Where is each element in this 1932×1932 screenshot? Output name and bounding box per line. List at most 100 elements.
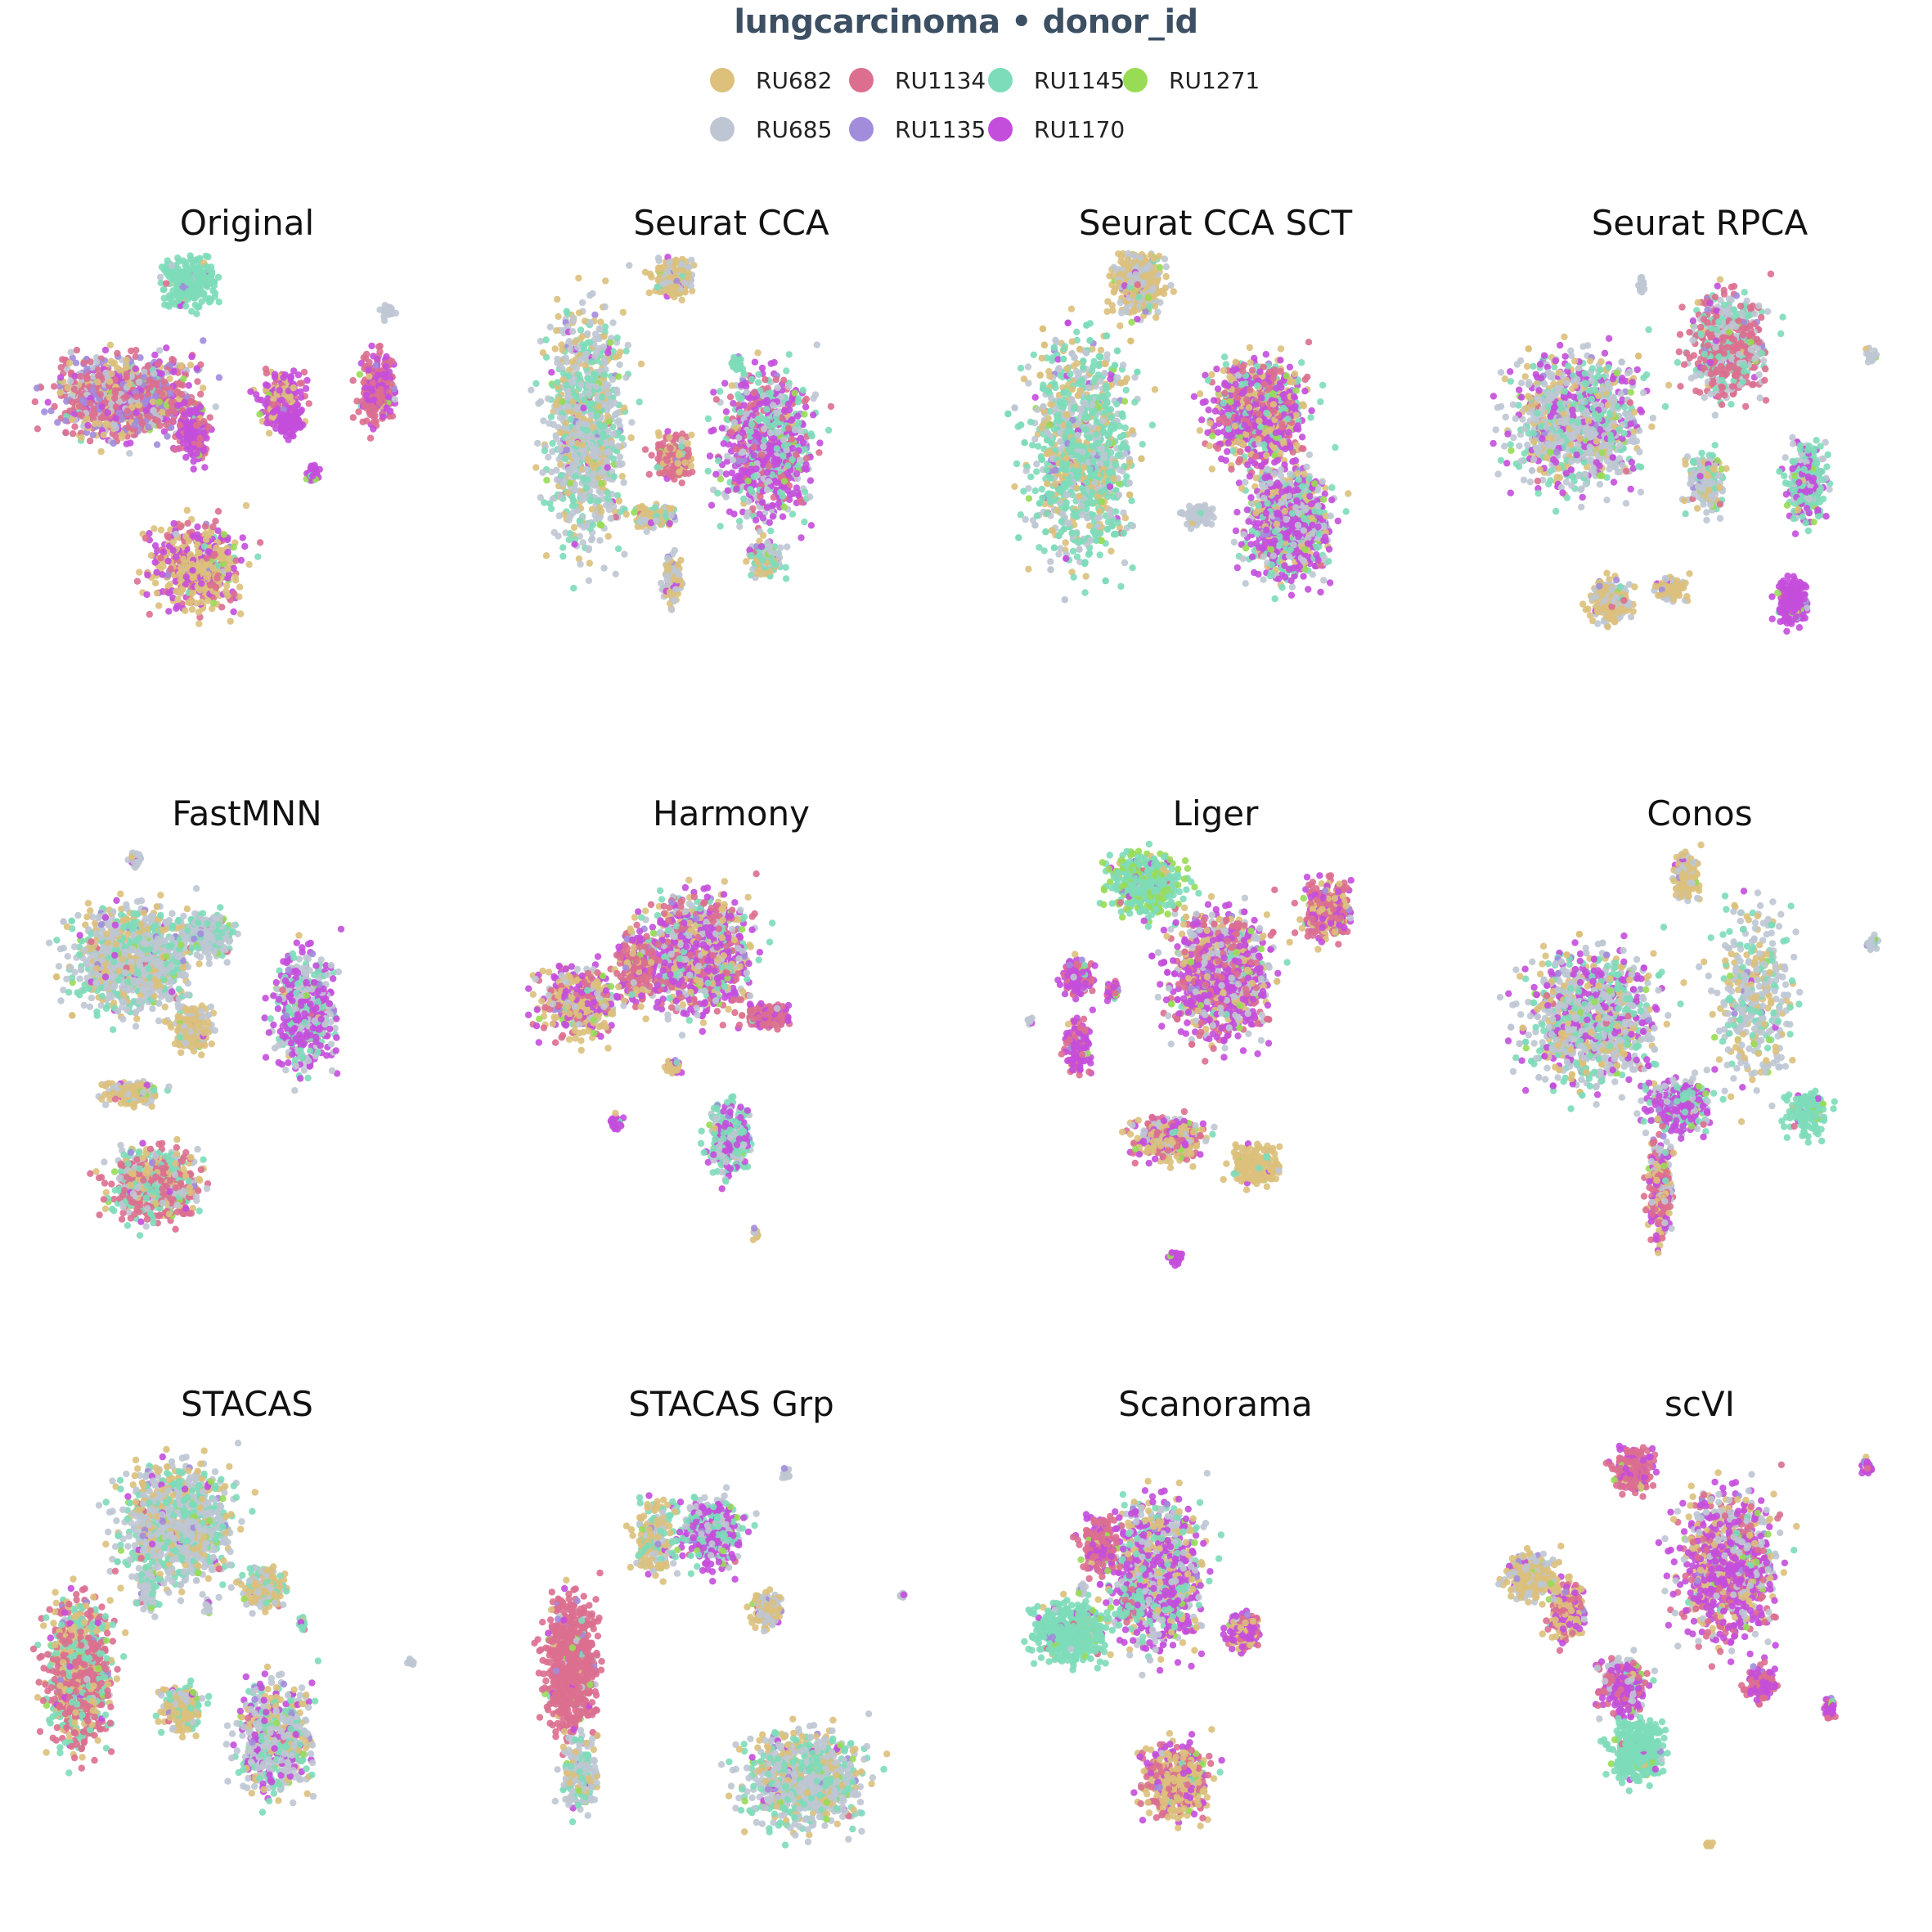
cell-point	[596, 504, 604, 511]
cell-point	[729, 456, 737, 464]
cell-point	[143, 591, 151, 599]
cell-point	[218, 604, 226, 611]
cell-point	[793, 451, 800, 459]
cell-point	[641, 446, 649, 453]
cell-point	[767, 389, 775, 397]
cell-point	[733, 446, 740, 453]
cell-point	[758, 499, 766, 506]
cell-point	[564, 489, 572, 496]
cell-point	[672, 283, 681, 290]
cell-point	[174, 595, 182, 604]
cell-point	[114, 349, 121, 357]
cell-point	[198, 580, 205, 587]
cell-point	[144, 571, 151, 579]
cell-point	[166, 389, 174, 398]
cell-point	[780, 483, 788, 491]
cell-point	[89, 387, 97, 394]
cell-point	[581, 433, 588, 440]
cell-point	[728, 429, 735, 436]
cell-point	[553, 435, 560, 443]
cell-point	[591, 353, 599, 360]
cell-point	[111, 394, 119, 402]
cell-point	[123, 357, 130, 364]
cell-point	[548, 369, 555, 376]
cell-point	[788, 435, 796, 443]
cell-point	[154, 417, 161, 425]
cell-point	[100, 431, 107, 438]
cell-point	[593, 411, 601, 419]
cell-point	[706, 452, 714, 460]
cell-point	[144, 362, 152, 370]
cell-point	[783, 367, 790, 375]
cell-point	[801, 518, 808, 526]
cell-point	[789, 510, 797, 518]
cell-point	[745, 497, 753, 505]
cell-point	[182, 532, 190, 540]
cell-point	[567, 416, 574, 423]
cell-point	[714, 489, 721, 497]
cell-point	[279, 411, 286, 419]
cell-point	[553, 327, 560, 335]
cell-point	[51, 402, 58, 411]
cell-point	[616, 453, 624, 461]
cell-point	[382, 307, 390, 314]
cell-point	[152, 380, 160, 388]
cell-point	[371, 396, 378, 404]
cell-point	[189, 567, 196, 574]
cell-point	[556, 429, 564, 436]
cell-point	[622, 348, 630, 355]
legend-swatch	[710, 117, 735, 142]
cell-point	[539, 469, 546, 476]
cell-point	[619, 308, 627, 316]
cell-point	[56, 389, 64, 397]
cell-point	[265, 429, 273, 437]
cell-point	[751, 358, 759, 366]
cell-point	[600, 433, 607, 441]
cell-point	[84, 421, 92, 429]
cell-point	[532, 380, 540, 388]
cell-point	[580, 344, 588, 351]
cell-point	[577, 380, 585, 389]
cell-point	[547, 505, 555, 513]
cell-point	[193, 310, 200, 317]
cell-point	[559, 544, 567, 551]
cell-point	[596, 521, 604, 528]
cell-point	[133, 409, 140, 416]
cell-point	[158, 370, 165, 377]
cell-point	[801, 398, 808, 405]
cell-point	[674, 460, 681, 467]
cell-point	[366, 373, 373, 380]
cell-point	[576, 517, 583, 524]
cell-point	[168, 398, 175, 407]
cell-point	[359, 418, 366, 425]
cell-point	[605, 448, 613, 456]
cell-point	[739, 429, 747, 437]
cell-point	[256, 411, 263, 418]
cell-point	[567, 530, 574, 537]
cell-point	[547, 413, 555, 420]
cell-point	[170, 519, 177, 528]
cell-point	[577, 326, 585, 334]
cell-point	[83, 415, 91, 422]
cell-point	[636, 398, 643, 406]
cell-point	[595, 402, 603, 411]
cell-point	[383, 404, 390, 411]
cell-point	[580, 523, 587, 531]
cell-point	[654, 464, 661, 471]
legend-item-ru1271: RU1271	[1123, 64, 1260, 97]
cell-point	[164, 433, 171, 440]
cell-point	[763, 417, 771, 425]
cell-point	[87, 399, 94, 407]
cell-point	[196, 586, 204, 594]
cell-point	[622, 374, 630, 381]
cell-point	[595, 420, 603, 428]
cell-point	[678, 479, 685, 487]
cell-point	[163, 280, 170, 287]
cell-point	[721, 380, 729, 387]
cell-point	[807, 430, 815, 438]
cell-point	[177, 523, 185, 530]
cell-point	[131, 421, 138, 429]
cell-point	[615, 497, 622, 505]
cell-point	[657, 265, 664, 272]
cell-point	[688, 431, 695, 438]
